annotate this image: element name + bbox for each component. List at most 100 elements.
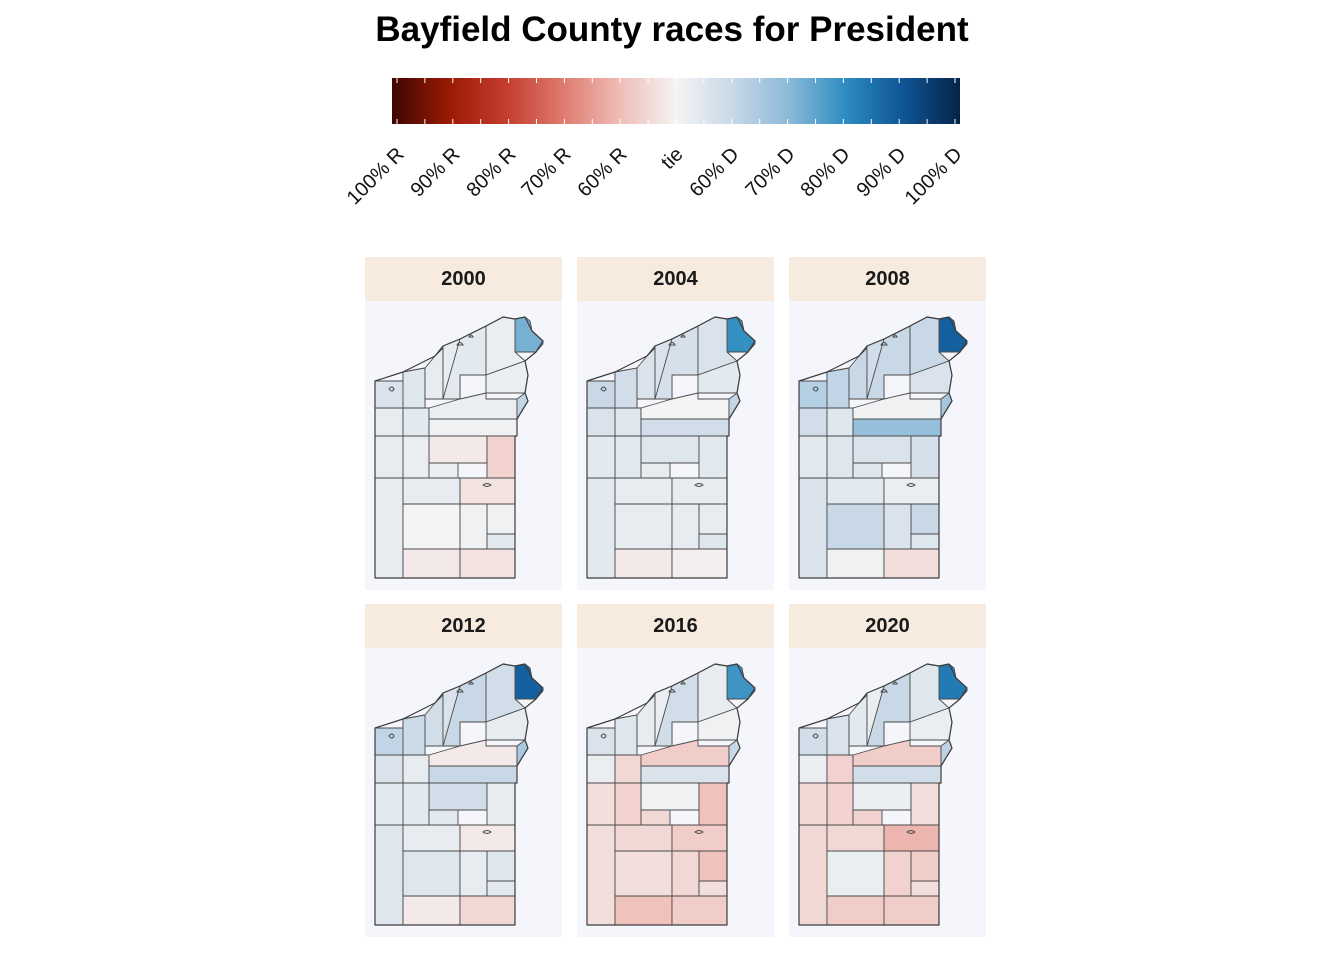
panel-2012: 2012 <box>365 604 562 937</box>
precinct-r19 <box>826 477 885 505</box>
precinct-r25 <box>910 533 940 550</box>
precinct-r10 <box>614 407 642 437</box>
precinct-map <box>586 663 756 926</box>
precinct-r23 <box>486 503 516 535</box>
precinct-r2 <box>798 754 828 784</box>
county-outline <box>798 663 968 926</box>
precinct-r10 <box>614 754 642 784</box>
precinct-r15 <box>798 782 828 826</box>
precinct-r3 <box>614 367 638 409</box>
precinct-map <box>374 316 544 579</box>
lake-outline <box>668 342 676 346</box>
precinct-r15 <box>586 435 616 479</box>
precinct-r26 <box>614 548 673 579</box>
lake-outline <box>482 483 492 487</box>
legend-label: 80% R <box>462 143 521 202</box>
county-outline <box>798 316 968 579</box>
precinct-r23 <box>698 850 728 882</box>
precinct-map <box>586 316 756 579</box>
lake-outline <box>468 334 474 338</box>
panel-year-label: 2016 <box>577 604 774 648</box>
lake-outline <box>456 689 464 693</box>
lake-outline <box>668 689 676 693</box>
precinct-r20 <box>459 824 516 852</box>
lake-outline <box>680 681 686 685</box>
precinct-r14 <box>402 435 430 479</box>
precinct-r22 <box>826 850 885 897</box>
precinct-r27 <box>883 548 940 579</box>
precinct-r24 <box>883 503 912 550</box>
precinct-r23 <box>698 503 728 535</box>
county-outline <box>586 316 756 579</box>
precinct-r22 <box>402 503 461 550</box>
panel-2000: 2000 <box>365 257 562 590</box>
precinct-r25 <box>486 533 516 550</box>
legend-label: 100% D <box>900 143 967 210</box>
county-outline <box>374 663 544 926</box>
precinct-r12 <box>640 418 730 437</box>
lake-outline <box>694 830 704 834</box>
precinct-r10 <box>402 407 430 437</box>
precinct-r13 <box>428 782 488 811</box>
panel-2020: 2020 <box>789 604 986 937</box>
precinct-r2 <box>374 754 404 784</box>
precinct-map <box>374 663 544 926</box>
precinct-r12 <box>852 418 942 437</box>
precinct-r16 <box>640 809 671 826</box>
precinct-r12 <box>428 418 518 437</box>
precinct-r16 <box>852 462 883 479</box>
precinct-r14 <box>826 782 854 826</box>
precinct-r21 <box>910 782 940 826</box>
precinct-r22 <box>826 503 885 550</box>
precinct-r3 <box>826 367 850 409</box>
precinct-r21 <box>486 435 516 479</box>
precinct-r4 <box>848 694 868 747</box>
precinct-r16 <box>852 809 883 826</box>
precinct-r18 <box>586 477 616 579</box>
precinct-r26 <box>614 895 673 926</box>
legend-label: 90% R <box>406 143 465 202</box>
lake-outline <box>812 386 819 392</box>
lake-outline <box>468 681 474 685</box>
precinct-r19 <box>614 477 673 505</box>
precinct-r25 <box>910 880 940 897</box>
lake-outline <box>680 334 686 338</box>
precinct-r2 <box>798 407 828 437</box>
precinct-r15 <box>586 782 616 826</box>
legend-label: 60% D <box>685 143 744 202</box>
precinct-r14 <box>614 782 642 826</box>
lake-outline <box>892 681 898 685</box>
precinct-r16 <box>428 809 459 826</box>
precinct-r12 <box>640 765 730 784</box>
precinct-r4 <box>848 347 868 400</box>
legend-label: 70% R <box>517 143 576 202</box>
precinct-r23 <box>486 850 516 882</box>
precinct-r15 <box>798 435 828 479</box>
precinct-r10 <box>402 754 430 784</box>
precinct-r13 <box>852 782 912 811</box>
precinct-r10 <box>826 754 854 784</box>
lake-outline <box>906 830 916 834</box>
precinct-r3 <box>402 714 426 756</box>
precinct-r22 <box>614 850 673 897</box>
legend-label: 100% R <box>342 143 409 210</box>
lake-outline <box>892 334 898 338</box>
precinct-r21 <box>698 435 728 479</box>
precinct-r26 <box>402 548 461 579</box>
precinct-r26 <box>826 895 885 926</box>
precinct-r2 <box>586 407 616 437</box>
precinct-r18 <box>374 824 404 926</box>
lake-outline <box>880 689 888 693</box>
precinct-r20 <box>671 824 728 852</box>
lake-outline <box>694 483 704 487</box>
precinct-r2 <box>586 754 616 784</box>
precinct-r12 <box>428 765 518 784</box>
lake-outline <box>388 733 395 739</box>
precinct-r24 <box>671 503 700 550</box>
precinct-r18 <box>586 824 616 926</box>
county-outline <box>374 316 544 579</box>
legend-label: tie <box>657 143 688 174</box>
precinct-r16 <box>640 462 671 479</box>
lake-outline <box>482 830 492 834</box>
precinct-r24 <box>883 850 912 897</box>
